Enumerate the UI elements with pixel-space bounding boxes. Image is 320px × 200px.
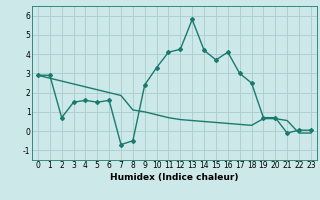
X-axis label: Humidex (Indice chaleur): Humidex (Indice chaleur) — [110, 173, 239, 182]
